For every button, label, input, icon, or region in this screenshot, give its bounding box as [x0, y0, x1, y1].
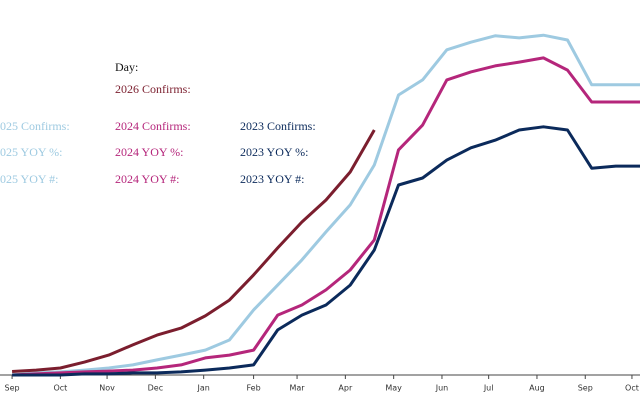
x-tick-label: Feb: [246, 384, 260, 393]
x-tick-label: Aug: [529, 384, 545, 393]
tooltip-label: 2024 YOY #:: [115, 172, 179, 186]
series-line: [12, 56, 640, 377]
x-tick-label: Mar: [290, 384, 306, 393]
series-line: [12, 125, 640, 377]
x-tick-label: Dec: [148, 384, 163, 393]
tooltip-label: 2025 Confirms:: [0, 119, 70, 133]
tooltip-label: 2025 YOY #:: [0, 172, 58, 186]
x-tick-label: Jun: [435, 384, 449, 393]
x-tick-label: May: [385, 384, 402, 393]
tooltip-label: 2023 YOY %:: [240, 145, 308, 159]
series-line: [12, 129, 376, 373]
tooltip-label: 2023 Confirms:: [240, 119, 316, 133]
tooltip-label: 2024 YOY %:: [115, 145, 183, 159]
tooltip-label: 2023 YOY #:: [240, 172, 304, 186]
tooltip-label: Day:: [115, 60, 138, 74]
x-tick-label: Sep: [578, 384, 593, 393]
tooltip-label: 2026 Confirms:: [115, 82, 191, 96]
x-tick-label: Jan: [197, 384, 210, 393]
x-tick-label: Jul: [483, 384, 494, 393]
x-tick-label: Apr: [338, 384, 353, 393]
x-tick-label: Sep: [5, 384, 20, 393]
tooltip-label: 2024 Confirms:: [115, 119, 191, 133]
series-line: [11, 33, 640, 377]
tooltip-label: 2025 YOY %:: [0, 145, 62, 159]
x-tick-label: Oct: [53, 384, 67, 393]
x-tick-label: Nov: [99, 384, 115, 393]
x-tick-label: Oct: [625, 384, 639, 393]
